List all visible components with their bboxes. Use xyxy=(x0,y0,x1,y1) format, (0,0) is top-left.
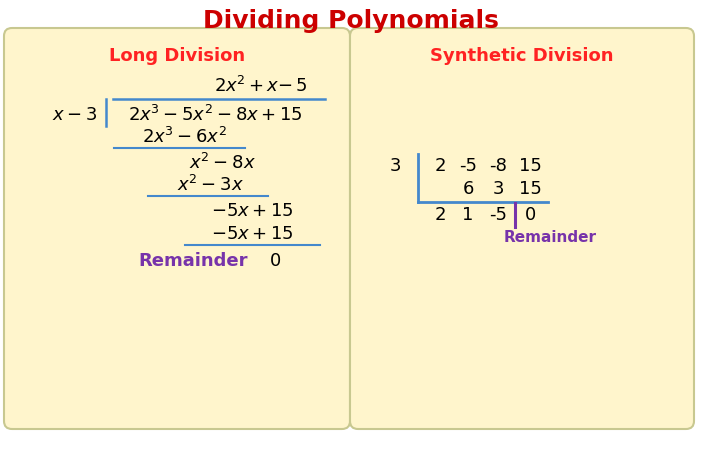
Text: -5: -5 xyxy=(489,206,507,224)
Text: Long Division: Long Division xyxy=(109,47,245,65)
Text: Remainder: Remainder xyxy=(138,252,248,270)
Text: $2x^2$: $2x^2$ xyxy=(214,76,246,96)
Text: -5: -5 xyxy=(459,157,477,175)
Text: $+\,x$: $+\,x$ xyxy=(248,77,279,95)
Text: $-5x+15$: $-5x+15$ xyxy=(211,225,293,243)
Text: -8: -8 xyxy=(489,157,507,175)
Text: 1: 1 xyxy=(463,206,474,224)
Text: 15: 15 xyxy=(519,180,541,198)
Text: 2: 2 xyxy=(435,157,446,175)
Text: 3: 3 xyxy=(389,157,401,175)
Text: Synthetic Division: Synthetic Division xyxy=(430,47,614,65)
Text: 3: 3 xyxy=(492,180,504,198)
Text: 0: 0 xyxy=(524,206,536,224)
Text: $2x^3-5x^2-8x+15$: $2x^3-5x^2-8x+15$ xyxy=(128,105,303,125)
Text: $0$: $0$ xyxy=(269,252,281,270)
Text: Remainder: Remainder xyxy=(503,229,597,244)
Text: $-\,5$: $-\,5$ xyxy=(277,77,307,95)
Text: $x-3$: $x-3$ xyxy=(53,106,98,124)
Text: $x^2-3x$: $x^2-3x$ xyxy=(177,175,244,195)
Text: Dividing Polynomials: Dividing Polynomials xyxy=(203,9,499,33)
FancyBboxPatch shape xyxy=(4,28,350,429)
Text: $2x^3-6x^2$: $2x^3-6x^2$ xyxy=(143,127,227,147)
Text: $-5x+15$: $-5x+15$ xyxy=(211,202,293,220)
FancyBboxPatch shape xyxy=(350,28,694,429)
Text: $x^2-8x$: $x^2-8x$ xyxy=(189,153,256,173)
Text: 15: 15 xyxy=(519,157,541,175)
Text: 6: 6 xyxy=(463,180,474,198)
Text: 2: 2 xyxy=(435,206,446,224)
